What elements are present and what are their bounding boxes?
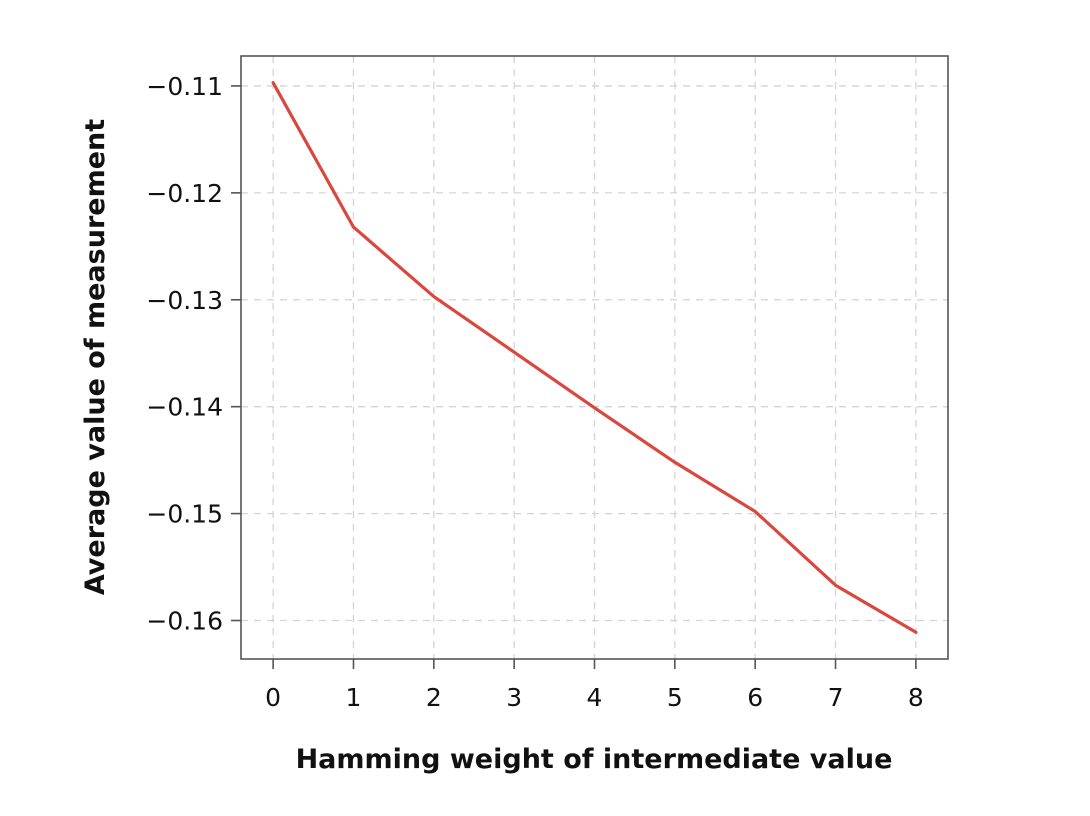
series-line — [271, 81, 918, 634]
y-tick-label: −0.12 — [146, 179, 223, 208]
y-axis-title: Average value of measurement — [80, 119, 111, 595]
x-tick-label: 1 — [346, 683, 362, 712]
y-tick-label: −0.16 — [146, 607, 223, 636]
x-tick-label: 4 — [587, 683, 603, 712]
x-tick-label: 5 — [667, 683, 683, 712]
x-axis-title: Hamming weight of intermediate value — [296, 744, 893, 775]
grid — [241, 56, 948, 659]
x-tick-label: 7 — [828, 683, 844, 712]
x-tick-label: 6 — [747, 683, 763, 712]
y-tick-label: −0.15 — [146, 500, 223, 529]
x-tick-label: 8 — [908, 683, 924, 712]
ticks: 0 1 2 3 4 5 6 7 8 −0.11 −0.12 −0.13 −0.14 −0.15 −0.16 — [146, 72, 923, 712]
y-tick-label: −0.11 — [146, 72, 223, 101]
series — [271, 81, 918, 634]
x-tick-label: 3 — [506, 683, 522, 712]
y-tick-label: −0.14 — [146, 393, 223, 422]
y-tick-label: −0.13 — [146, 286, 223, 315]
x-tick-label: 0 — [265, 683, 281, 712]
x-tick-label: 2 — [426, 683, 442, 712]
